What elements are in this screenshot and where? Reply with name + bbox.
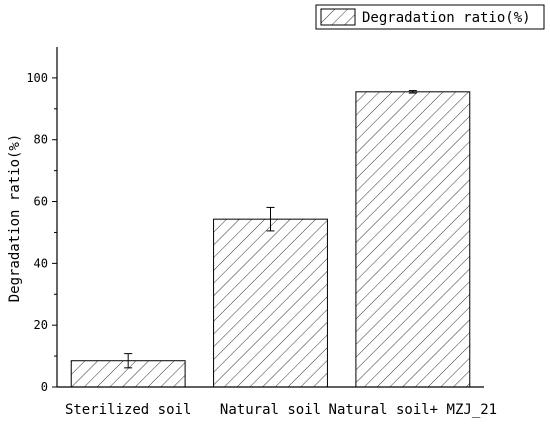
x-tick-label: Natural soil+ MZJ_21 — [329, 402, 498, 418]
error-bars — [124, 90, 417, 369]
legend-entry-label: Degradation ratio(%) — [362, 10, 531, 26]
x-tick-label: Natural soil — [220, 402, 321, 418]
y-tick-label: 80 — [34, 133, 48, 147]
y-tick-label: 100 — [26, 71, 48, 85]
y-tick-label: 40 — [34, 256, 48, 270]
x-tick-label: Sterilized soil — [65, 402, 191, 418]
y-tick-label: 0 — [41, 380, 48, 394]
bars — [70, 91, 471, 388]
x-tick-labels: Sterilized soil Natural soil Natural soil+… — [65, 402, 497, 418]
bar — [355, 91, 471, 388]
y-axis-title: Degradation ratio(%) — [7, 134, 23, 303]
legend: Degradation ratio(%) — [315, 4, 545, 30]
y-tick-label: 20 — [34, 318, 48, 332]
legend-swatch — [320, 8, 356, 26]
y-tick-label: 60 — [34, 195, 48, 209]
bar — [213, 218, 328, 388]
y-ticks: 0 20 40 60 80 100 — [26, 71, 57, 394]
